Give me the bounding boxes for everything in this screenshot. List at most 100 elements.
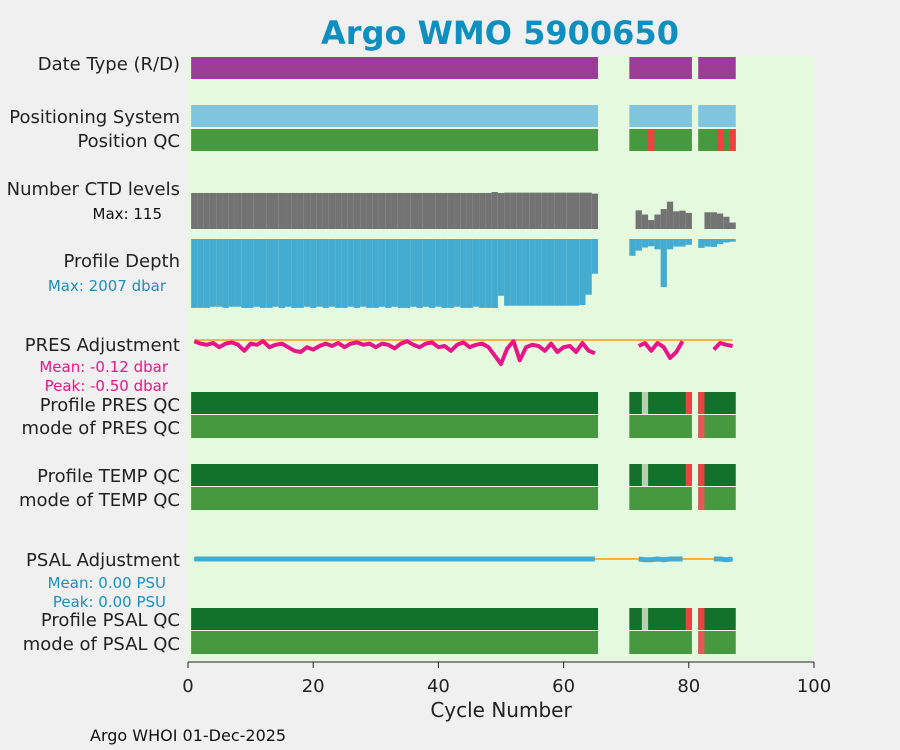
position-qc-flag xyxy=(648,129,655,151)
ctd-levels-bar xyxy=(685,212,692,229)
profile-depth-bar xyxy=(516,239,523,306)
profile-depth-bar xyxy=(685,239,692,245)
profile-depth-bar xyxy=(648,239,655,247)
ctd-levels-bar xyxy=(297,192,304,229)
mode-psal-qc-flag xyxy=(698,631,705,654)
profile-depth-bar xyxy=(297,239,304,308)
profile-depth-bar xyxy=(360,239,367,307)
ctd-levels-bar xyxy=(510,192,517,229)
profile-pres-qc-band xyxy=(629,392,692,414)
profile-depth-bar xyxy=(460,239,467,308)
x-tick-label: 80 xyxy=(677,676,700,697)
ctd-levels-bar xyxy=(429,192,436,229)
profile-depth-bar xyxy=(660,239,667,288)
ctd-levels-bar xyxy=(322,192,329,229)
profile-depth-bar xyxy=(234,239,242,307)
ctd-max-label: Max: 115 xyxy=(93,205,162,223)
ctd-levels-bar xyxy=(241,192,248,229)
profile-depth-bar xyxy=(316,239,323,307)
x-tick-label: 60 xyxy=(552,676,575,697)
date-type-band xyxy=(629,57,692,79)
ctd-levels-bar xyxy=(723,216,730,229)
ctd-levels-bar xyxy=(679,210,686,229)
psal-adjustment-line xyxy=(713,556,733,563)
profile-depth-bar xyxy=(529,239,536,306)
mode-temp-qc-flag xyxy=(698,487,705,510)
profile-depth-bar xyxy=(541,239,548,306)
profile-depth-bar xyxy=(228,239,235,307)
profile-depth-bar xyxy=(310,239,317,308)
mode-temp-qc-band xyxy=(698,487,736,510)
mode-temp-qc-band xyxy=(191,487,599,510)
ctd-levels-bar xyxy=(360,192,367,229)
ctd-levels-bar xyxy=(366,192,373,229)
x-tick-label: 100 xyxy=(797,676,831,697)
ctd-levels-bar xyxy=(353,192,361,229)
profile-depth-bar xyxy=(635,239,642,251)
profile-depth-bar xyxy=(491,239,498,308)
profile-depth-bar xyxy=(510,239,517,306)
ctd-levels-bar xyxy=(504,192,511,229)
ctd-levels-bar xyxy=(585,192,592,229)
ctd-levels-bar xyxy=(228,192,235,229)
x-tick-label: 20 xyxy=(302,676,325,697)
ctd-levels-bar xyxy=(547,192,555,229)
profile-pres-qc-band xyxy=(698,392,736,414)
ctd-levels-bar xyxy=(209,192,217,229)
profile-depth-bar xyxy=(698,239,705,248)
profile-depth-bar xyxy=(566,239,573,306)
ctd-levels-bar xyxy=(372,192,379,229)
mode-temp-qc-band xyxy=(629,487,692,510)
profile-depth-bar xyxy=(591,239,599,274)
ctd-levels-bar xyxy=(285,192,292,229)
position-qc-flag xyxy=(716,129,724,151)
profile-depth-bar xyxy=(347,239,354,307)
ctd-levels-bar xyxy=(216,192,223,229)
depth-max-label: Max: 2007 dbar xyxy=(48,277,167,295)
ctd-levels-bar xyxy=(491,192,498,229)
mode-pres-qc-band xyxy=(629,415,692,438)
ctd-levels-bar xyxy=(291,192,298,229)
ctd-levels-bar xyxy=(410,192,417,229)
ctd-levels-bar xyxy=(566,192,573,229)
psal-adjustment-line xyxy=(638,556,683,563)
profile-depth-bar xyxy=(435,239,442,307)
ctd-levels-bar xyxy=(648,219,655,229)
profile-depth-bar xyxy=(466,239,473,308)
profile-depth-bar xyxy=(641,239,649,248)
profile-temp-qc-partial xyxy=(641,464,649,486)
ctd-levels-bar xyxy=(247,192,254,229)
profile-psal-qc-band xyxy=(698,608,736,630)
profile-psal-qc-band xyxy=(629,608,692,630)
profile-depth-bar xyxy=(378,239,386,307)
ctd-levels-bar xyxy=(529,192,536,229)
ctd-levels-bar xyxy=(485,192,492,229)
pres-adjustment-line xyxy=(637,340,685,360)
ctd-levels-bar xyxy=(378,192,386,229)
profile-temp-qc-band xyxy=(698,464,736,486)
ctd-levels-bar xyxy=(554,192,561,229)
profile-depth-bar xyxy=(341,239,348,308)
positioning-system-band xyxy=(629,105,692,127)
profile-depth-bar xyxy=(479,239,486,308)
date-type-band xyxy=(191,57,599,79)
ctd-levels-bar xyxy=(328,192,336,229)
label-profile-depth: Profile Depth xyxy=(63,251,180,272)
ctd-levels-bar xyxy=(435,192,442,229)
profile-depth-bar xyxy=(547,239,555,306)
profile-depth-bar xyxy=(397,239,404,308)
profile-pres-qc-band xyxy=(191,392,599,414)
label-pres-adjustment: PRES Adjustment xyxy=(25,335,180,356)
profile-temp-qc-band xyxy=(191,464,599,486)
ctd-levels-bar xyxy=(316,192,323,229)
chart-title: Argo WMO 5900650 xyxy=(321,14,679,52)
ctd-levels-bar xyxy=(541,192,548,229)
profile-depth-bar xyxy=(710,239,717,247)
ctd-levels-bar xyxy=(385,192,392,229)
label-profile-psal-qc: Profile PSAL QC xyxy=(41,610,180,631)
x-tick-label: 40 xyxy=(427,676,450,697)
profile-depth-bar xyxy=(385,239,392,308)
profile-depth-bar xyxy=(673,239,680,247)
profile-depth-bar xyxy=(704,239,711,247)
profile-depth-bar xyxy=(272,239,279,307)
